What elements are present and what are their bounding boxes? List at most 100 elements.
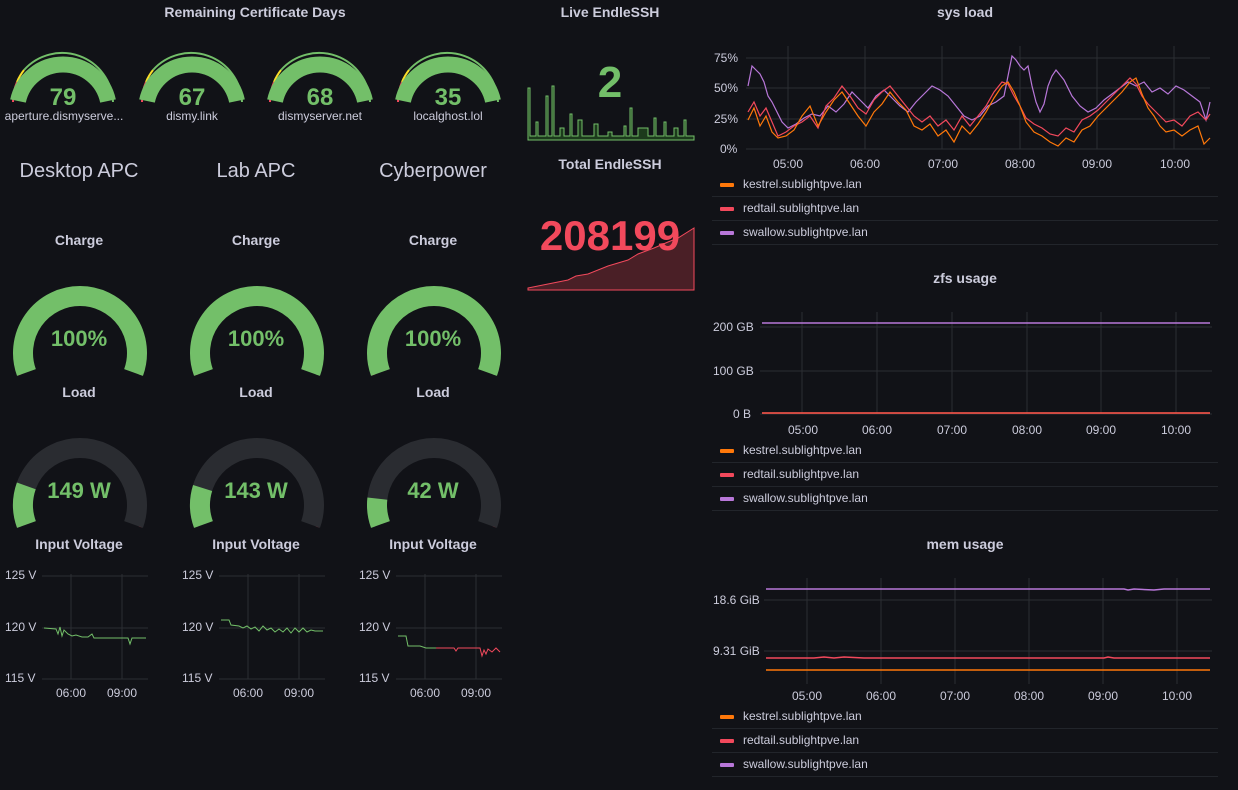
live-endlessh-sparkline	[527, 85, 695, 141]
x-tick: 09:00	[107, 686, 138, 700]
y-tick: 18.6 GiB	[713, 593, 760, 607]
mem-legend-swallow[interactable]: swallow.sublightpve.lan	[712, 752, 1218, 777]
x-tick: 07:00	[940, 689, 971, 703]
gauge-value-arc	[13, 482, 36, 528]
legend-label: redtail.sublightpve.lan	[743, 201, 860, 215]
charge-value: 100%	[227, 326, 285, 351]
load-gauge-desktop	[13, 438, 147, 528]
y-tick: 120 V	[359, 620, 391, 634]
series-swatch	[720, 715, 734, 719]
cert-value: 35	[434, 84, 462, 111]
y-tick: 50%	[714, 81, 739, 95]
series-swatch	[720, 739, 734, 743]
sysload-chart	[746, 46, 1211, 150]
total-endlessh-value: 208199	[539, 212, 681, 259]
mem-title: mem usage	[926, 536, 1004, 552]
zfs-title: zfs usage	[933, 270, 997, 286]
zfs-chart	[760, 312, 1212, 415]
x-tick: 10:00	[1160, 157, 1191, 171]
mem-legend-redtail[interactable]: redtail.sublightpve.lan	[712, 728, 1218, 753]
x-tick: 07:00	[937, 423, 968, 437]
gauge-threshold-yellow	[16, 69, 25, 83]
voltage-title: Input Voltage	[35, 536, 123, 552]
mem-chart	[764, 578, 1212, 684]
sysload-legend-kestrel[interactable]: kestrel.sublightpve.lan	[712, 172, 1218, 197]
y-tick: 120 V	[5, 620, 37, 634]
charge-gauge-desktop	[13, 286, 147, 376]
gauge-track	[367, 438, 501, 528]
y-tick: 0%	[720, 142, 738, 156]
x-tick: 07:00	[928, 157, 959, 171]
legend-label: kestrel.sublightpve.lan	[743, 443, 862, 457]
cert-domain-label: dismyserver.net	[277, 109, 363, 123]
legend-label: redtail.sublightpve.lan	[743, 733, 860, 747]
cert-gauge-arc	[267, 52, 373, 104]
sysload-legend-swallow[interactable]: swallow.sublightpve.lan	[712, 220, 1218, 245]
charge-value: 100%	[404, 326, 462, 351]
charge-label: Charge	[54, 232, 104, 248]
x-tick: 09:00	[284, 686, 315, 700]
gauge-value-arc	[367, 286, 501, 376]
y-tick: 75%	[714, 51, 739, 65]
x-tick: 09:00	[1088, 689, 1119, 703]
legend-label: redtail.sublightpve.lan	[743, 467, 860, 481]
gauge-threshold-yellow	[401, 69, 410, 83]
x-tick: 06:00	[850, 157, 881, 171]
x-tick: 09:00	[1082, 157, 1113, 171]
mem-legend-kestrel[interactable]: kestrel.sublightpve.lan	[712, 704, 1218, 729]
series-swatch	[720, 497, 734, 501]
total-endlessh-sparkline	[527, 227, 695, 291]
charge-label: Charge	[231, 232, 281, 248]
series-swatch	[720, 183, 734, 187]
y-tick: 120 V	[182, 620, 214, 634]
charge-value: 100%	[50, 326, 108, 351]
ups-title-cyberpower: Cyberpower	[379, 160, 487, 182]
x-tick: 09:00	[461, 686, 492, 700]
legend-label: kestrel.sublightpve.lan	[743, 709, 862, 723]
ups-title-desktop-apc: Desktop APC	[19, 160, 139, 182]
x-tick: 06:00	[410, 686, 441, 700]
total-endlessh-title: Total EndleSSH	[558, 156, 662, 172]
charge-gauge-lab	[190, 286, 324, 376]
load-value: 143 W	[224, 478, 288, 503]
legend-label: kestrel.sublightpve.lan	[743, 177, 862, 191]
y-tick: 115 V	[182, 671, 213, 685]
load-label: Load	[416, 384, 450, 400]
y-tick: 0 B	[733, 407, 752, 421]
load-label: Load	[239, 384, 273, 400]
y-tick: 9.31 GiB	[713, 644, 760, 658]
gauge-value-arc	[190, 286, 324, 376]
cert-gauge-arc	[395, 52, 501, 104]
cert-domain-label: localghost.lol	[413, 109, 483, 123]
charge-label: Charge	[408, 232, 458, 248]
series-swatch	[720, 449, 734, 453]
cert-domain-label: aperture.dismyserve...	[4, 109, 124, 123]
x-tick: 08:00	[1014, 689, 1045, 703]
legend-label: swallow.sublightpve.lan	[743, 225, 868, 239]
y-tick: 100 GB	[713, 364, 754, 378]
x-tick: 10:00	[1162, 689, 1193, 703]
y-tick: 200 GB	[713, 320, 754, 334]
load-label: Load	[62, 384, 96, 400]
x-tick: 06:00	[233, 686, 264, 700]
gauge-threshold-yellow	[273, 69, 282, 83]
load-gauge-cyberpower	[367, 438, 501, 528]
voltage-title: Input Voltage	[389, 536, 477, 552]
cert-panel-title: Remaining Certificate Days	[164, 4, 346, 20]
cert-value: 79	[49, 84, 77, 111]
sysload-legend-redtail[interactable]: redtail.sublightpve.lan	[712, 196, 1218, 221]
cert-value: 68	[306, 84, 334, 111]
x-tick: 06:00	[866, 689, 897, 703]
zfs-legend-kestrel[interactable]: kestrel.sublightpve.lan	[712, 438, 1218, 463]
load-value: 149 W	[47, 478, 111, 503]
series-swatch	[720, 763, 734, 767]
zfs-legend-swallow[interactable]: swallow.sublightpve.lan	[712, 486, 1218, 511]
zfs-legend-redtail[interactable]: redtail.sublightpve.lan	[712, 462, 1218, 487]
live-endlessh-title: Live EndleSSH	[560, 4, 660, 20]
gauge-threshold-yellow	[145, 69, 154, 83]
cert-value: 67	[178, 84, 206, 111]
y-tick: 125 V	[359, 568, 391, 582]
y-tick: 125 V	[5, 568, 37, 582]
series-swatch	[720, 473, 734, 477]
ups-title-lab-apc: Lab APC	[216, 160, 296, 182]
